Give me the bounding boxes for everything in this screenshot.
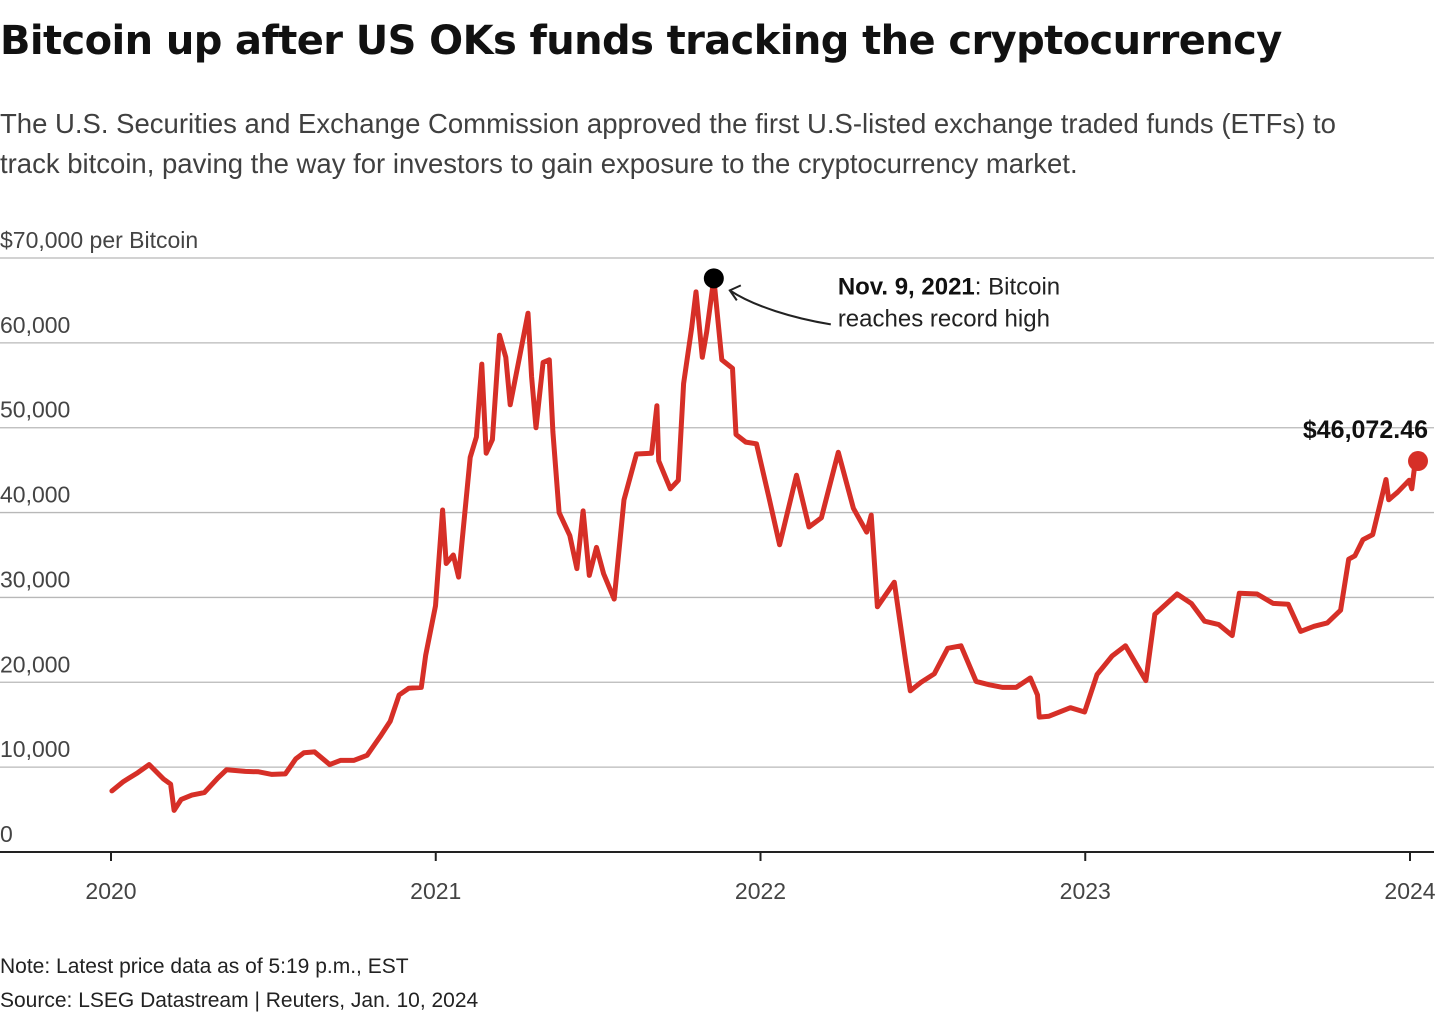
x-tick-label: 2024	[1384, 878, 1435, 904]
latest-price-marker	[1408, 451, 1429, 472]
source-text: Source: LSEG Datastream | Reuters, Jan. …	[0, 989, 479, 1012]
annotation-arrowhead	[728, 284, 742, 301]
y-tick-label: 0	[0, 821, 13, 847]
annotation-record-high: Nov. 9, 2021: Bitcoin	[838, 273, 1060, 300]
y-axis-labels: 0 10,000 20,000 30,000 40,000 50,000 60,000 $70…	[0, 227, 198, 847]
annotation-record-high-line2: reaches record high	[838, 305, 1050, 332]
note-text: Note: Latest price data as of 5:19 p.m.,…	[0, 955, 409, 978]
annotation-date: Nov. 9, 2021	[838, 273, 975, 300]
y-tick-label: 60,000	[0, 312, 70, 338]
annotation-text: : Bitcoin	[975, 273, 1060, 300]
x-axis: 2020 2021 2022 2023 2024	[0, 851, 1436, 904]
annotations: Nov. 9, 2021: Bitcoin reaches record high…	[703, 268, 1429, 472]
x-tick-label: 2023	[1060, 878, 1111, 904]
gridlines	[0, 257, 1434, 768]
y-tick-label: 10,000	[0, 736, 70, 762]
y-tick-label: 40,000	[0, 482, 70, 508]
chart-title: Bitcoin up after US OKs funds tracking t…	[0, 18, 1282, 64]
chart-subtitle: The U.S. Securities and Exchange Commiss…	[0, 108, 1336, 179]
annotation-arrow	[729, 289, 831, 326]
y-tick-label: 20,000	[0, 651, 70, 677]
price-line-chart: 0 10,000 20,000 30,000 40,000 50,000 60,000 $70…	[0, 227, 1436, 904]
record-high-marker	[703, 268, 724, 289]
y-tick-label: $70,000 per Bitcoin	[0, 227, 198, 253]
x-tick-label: 2022	[735, 878, 786, 904]
footnotes: Note: Latest price data as of 5:19 p.m.,…	[0, 950, 478, 1018]
x-tick-label: 2021	[410, 878, 461, 904]
latest-price-label: $46,072.46	[1303, 416, 1428, 444]
x-tick-label: 2020	[85, 878, 136, 904]
bitcoin-price-line	[109, 275, 1421, 813]
y-tick-label: 50,000	[0, 397, 70, 423]
y-tick-label: 30,000	[0, 566, 70, 592]
